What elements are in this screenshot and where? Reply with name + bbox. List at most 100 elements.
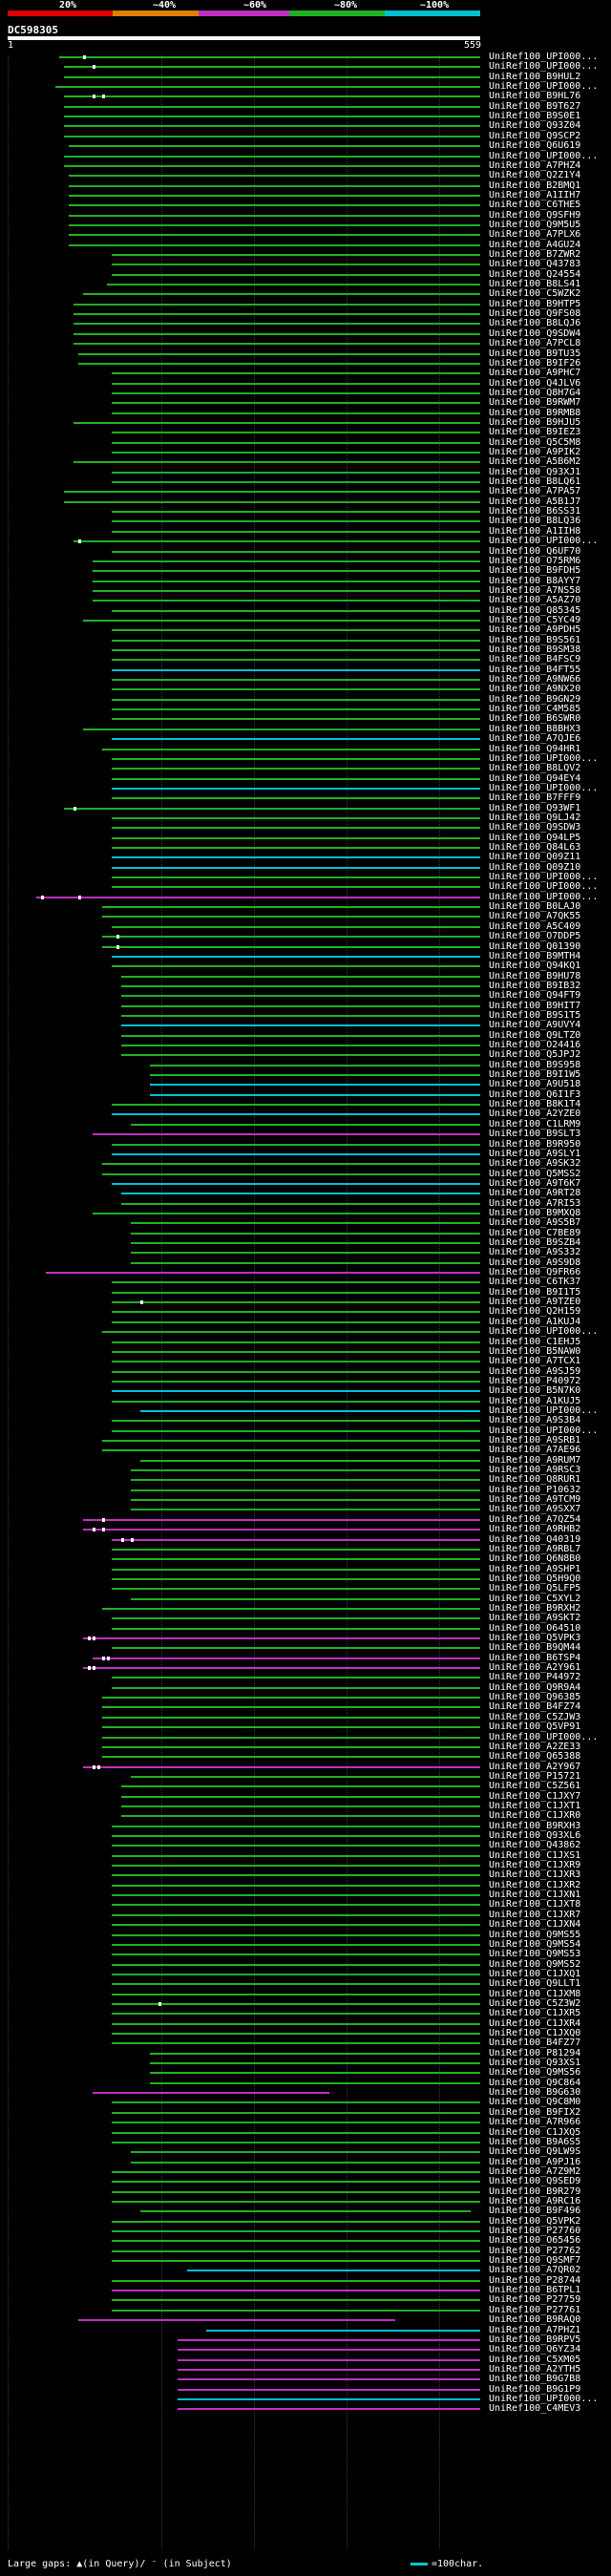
hit-label[interactable]: UniRef100_C1JXR0 (489, 1810, 581, 1822)
hit-row[interactable]: UniRef100_C1JXT8 (0, 1899, 611, 1910)
hit-alignment-bar[interactable] (69, 214, 480, 217)
hit-label[interactable]: UniRef100_Q9LJ42 (489, 812, 581, 823)
hit-alignment-bar[interactable] (111, 1943, 480, 1946)
hit-row[interactable]: UniRef100_B9SZB4 (0, 1237, 611, 1248)
hit-alignment-bar[interactable] (111, 471, 480, 474)
hit-label[interactable]: UniRef100_Q5JPJ2 (489, 1049, 581, 1061)
hit-alignment-bar[interactable] (149, 1074, 480, 1077)
hit-alignment-bar[interactable] (111, 2101, 480, 2104)
hit-alignment-bar[interactable] (93, 560, 480, 562)
hit-row[interactable]: UniRef100_Q6I1F3 (0, 1089, 611, 1100)
hit-row[interactable]: UniRef100_A9SKT2 (0, 1613, 611, 1623)
hit-label[interactable]: UniRef100_B9HTP5 (489, 298, 581, 309)
hit-alignment-bar[interactable] (120, 975, 480, 978)
hit-alignment-bar[interactable] (74, 323, 480, 326)
hit-label[interactable]: UniRef100_B9G1P9 (489, 2383, 581, 2395)
hit-alignment-bar[interactable] (111, 1390, 480, 1393)
hit-row[interactable]: UniRef100_C1JXR4 (0, 2018, 611, 2029)
hit-row[interactable]: UniRef100_B9G630 (0, 2087, 611, 2099)
hit-alignment-bar[interactable] (111, 866, 480, 869)
hit-alignment-bar[interactable] (130, 2151, 480, 2154)
hit-alignment-bar[interactable] (111, 481, 480, 484)
hit-label[interactable]: UniRef100_P27761 (489, 2304, 581, 2315)
hit-row[interactable]: UniRef100_B8LS41 (0, 279, 611, 289)
hit-row[interactable]: UniRef100_A9RT28 (0, 1188, 611, 1198)
hit-row[interactable]: UniRef100_Q94KQ1 (0, 961, 611, 971)
hit-row[interactable]: UniRef100_B9T627 (0, 101, 611, 112)
hit-row[interactable]: UniRef100_UPI000... (0, 1732, 611, 1742)
hit-row[interactable]: UniRef100_A9SJ59 (0, 1366, 611, 1377)
hit-label[interactable]: UniRef100_Q93XJ1 (489, 466, 581, 477)
hit-label[interactable]: UniRef100_C1LRM9 (489, 1118, 581, 1130)
hit-alignment-bar[interactable] (64, 155, 480, 158)
hit-label[interactable]: UniRef100_B9IF26 (489, 357, 581, 369)
hit-alignment-bar[interactable] (78, 352, 480, 355)
hit-label[interactable]: UniRef100_B9G630 (489, 2087, 581, 2099)
hit-row[interactable]: UniRef100_Q93WF1 (0, 803, 611, 813)
hit-row[interactable]: UniRef100_A5C409 (0, 921, 611, 932)
hit-alignment-bar[interactable] (111, 432, 480, 434)
hit-row[interactable]: UniRef100_P27762 (0, 2246, 611, 2256)
hit-alignment-bar[interactable] (102, 1607, 480, 1610)
hit-label[interactable]: UniRef100_Q65388 (489, 1751, 581, 1763)
hit-label[interactable]: UniRef100_Q9FR66 (489, 1267, 581, 1278)
hit-label[interactable]: UniRef100_A9S9D8 (489, 1256, 581, 1268)
hit-label[interactable]: UniRef100_B9RMB8 (489, 407, 581, 418)
hit-alignment-bar[interactable] (111, 2260, 480, 2263)
hit-label[interactable]: UniRef100_A7QK55 (489, 911, 581, 922)
hit-label[interactable]: UniRef100_UPI000... (489, 1404, 599, 1416)
hit-alignment-bar[interactable] (111, 1350, 480, 1353)
hit-label[interactable]: UniRef100_P10632 (489, 1484, 581, 1495)
hit-row[interactable]: UniRef100_C6TK37 (0, 1277, 611, 1287)
hit-alignment-bar[interactable] (111, 1854, 480, 1857)
hit-row[interactable]: UniRef100_Q9C8M0 (0, 2097, 611, 2107)
hit-label[interactable]: UniRef100_C1JXN1 (489, 1890, 581, 1901)
hit-label[interactable]: UniRef100_Q85345 (489, 604, 581, 616)
hit-label[interactable]: UniRef100_Q5MSS2 (489, 1168, 581, 1179)
hit-label[interactable]: UniRef100_P27759 (489, 2294, 581, 2306)
hit-row[interactable]: UniRef100_B9RXH3 (0, 1821, 611, 1831)
hit-alignment-bar[interactable] (111, 698, 480, 701)
hit-label[interactable]: UniRef100_A7Z9M2 (489, 2165, 581, 2177)
hit-label[interactable]: UniRef100_C5XYL2 (489, 1593, 581, 1604)
hit-row[interactable]: UniRef100_A9RBL7 (0, 1544, 611, 1554)
hit-alignment-bar[interactable] (69, 234, 480, 237)
hit-row[interactable]: UniRef100_A7QJE6 (0, 733, 611, 744)
hit-alignment-bar[interactable] (102, 1756, 480, 1759)
hit-alignment-bar[interactable] (111, 768, 480, 771)
hit-alignment-bar[interactable] (74, 303, 480, 306)
hit-alignment-bar[interactable] (111, 1311, 480, 1314)
hit-label[interactable]: UniRef100_A7QZ54 (489, 1513, 581, 1525)
hit-alignment-bar[interactable] (111, 1953, 480, 1956)
hit-label[interactable]: UniRef100_C1JXQ5 (489, 2126, 581, 2138)
hit-label[interactable]: UniRef100_Q94EY4 (489, 772, 581, 784)
hit-label[interactable]: UniRef100_C1JXR5 (489, 2008, 581, 2019)
hit-alignment-bar[interactable] (111, 1538, 480, 1541)
hit-alignment-bar[interactable] (102, 1716, 480, 1719)
hit-label[interactable]: UniRef100_Q94HR1 (489, 743, 581, 754)
hit-alignment-bar[interactable] (111, 1913, 480, 1916)
hit-row[interactable]: UniRef100_A1IIH8 (0, 526, 611, 537)
hit-alignment-bar[interactable] (102, 945, 480, 948)
hit-row[interactable]: UniRef100_B0LAJ0 (0, 901, 611, 912)
hit-row[interactable]: UniRef100_O65456 (0, 2235, 611, 2246)
hit-label[interactable]: UniRef100_A1IIH7 (489, 189, 581, 201)
hit-label[interactable]: UniRef100_A9UVY4 (489, 1020, 581, 1031)
hit-alignment-bar[interactable] (111, 264, 480, 266)
hit-alignment-bar[interactable] (64, 135, 480, 137)
hit-label[interactable]: UniRef100_C4MEV3 (489, 2403, 581, 2415)
hit-row[interactable]: UniRef100_B8LQ61 (0, 476, 611, 487)
hit-row[interactable]: UniRef100_A5AZ70 (0, 595, 611, 605)
hit-label[interactable]: UniRef100_A9RC16 (489, 2195, 581, 2206)
hit-label[interactable]: UniRef100_A7R966 (489, 2117, 581, 2128)
hit-alignment-bar[interactable] (120, 1815, 480, 1818)
hit-label[interactable]: UniRef100_Q09Z10 (489, 861, 581, 873)
hit-row[interactable]: UniRef100_Q5VPK3 (0, 1633, 611, 1643)
hit-row[interactable]: UniRef100_Q4JLV6 (0, 378, 611, 389)
hit-label[interactable]: UniRef100_A9T6K7 (489, 1177, 581, 1189)
hit-row[interactable]: UniRef100_B9I1W5 (0, 1069, 611, 1080)
hit-row[interactable]: UniRef100_A7NS58 (0, 585, 611, 596)
hit-label[interactable]: UniRef100_Q9LW9S (489, 2146, 581, 2158)
hit-label[interactable]: UniRef100_B4FZ77 (489, 2038, 581, 2049)
hit-alignment-bar[interactable] (111, 757, 480, 760)
